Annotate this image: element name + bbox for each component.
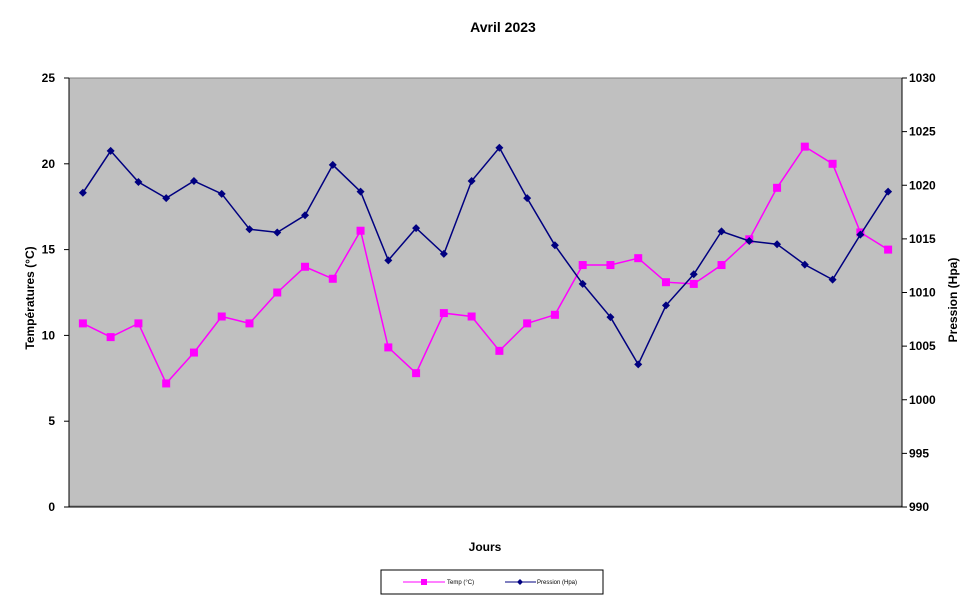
right-tick-label: 1025: [909, 125, 936, 139]
left-tick-label: 0: [48, 500, 55, 514]
temperature-point: [328, 274, 337, 283]
pressure-point: [495, 143, 504, 152]
right-tick-label: 995: [909, 446, 929, 460]
pressure-point: [828, 275, 837, 284]
pressure-point: [800, 260, 809, 269]
left-axis-ticks: 0 5 10 15 20 25: [42, 71, 69, 514]
pressure-point: [217, 189, 226, 198]
left-tick-label: 15: [42, 243, 56, 257]
legend-temp-marker: [421, 579, 427, 585]
right-tick-label: 1000: [909, 393, 936, 407]
temperature-point: [550, 310, 559, 319]
temperature-point: [78, 319, 87, 328]
temperature-series-line: [82, 145, 889, 385]
temperature-point: [106, 333, 115, 342]
temperature-point: [273, 288, 282, 297]
pressure-point: [745, 237, 754, 246]
legend-pressure-label: Pression (Hpa): [537, 580, 577, 586]
pressure-point: [717, 227, 726, 236]
legend: Temp (°C) Pression (Hpa): [380, 569, 604, 595]
pressure-point: [245, 225, 254, 234]
pressure-point: [689, 270, 698, 279]
plot-area: [68, 77, 903, 507]
pressure-point: [162, 194, 171, 203]
temperature-point: [162, 379, 171, 388]
temperature-point: [384, 343, 393, 352]
temperature-point: [439, 309, 448, 318]
pressure-point: [134, 178, 143, 187]
temperature-point: [356, 226, 365, 235]
legend-temp-label: Temp (°C): [447, 580, 474, 586]
temperature-point: [828, 159, 837, 168]
y-axis-right-label: Pression (Hpa): [946, 258, 960, 343]
pressure-point: [523, 194, 532, 203]
pressure-point: [467, 176, 476, 185]
temperature-point: [884, 245, 893, 254]
pressure-point: [189, 176, 198, 185]
left-tick-label: 25: [42, 71, 56, 85]
temperature-point: [495, 346, 504, 355]
temperature-point: [245, 319, 254, 328]
series-layer: [78, 142, 893, 388]
temperature-point: [217, 312, 226, 321]
pressure-point: [384, 256, 393, 265]
pressure-point: [856, 230, 865, 239]
right-tick-label: 1005: [909, 339, 936, 353]
chart-title: Avril 2023: [470, 19, 536, 35]
right-tick-label: 1015: [909, 232, 936, 246]
right-axis-ticks: 990 995 1000 1005 1010 1015 1020 1025 1030: [902, 71, 936, 514]
right-tick-label: 1030: [909, 71, 936, 85]
right-tick-label: 1020: [909, 178, 936, 192]
temperature-point: [301, 262, 310, 271]
left-tick-label: 20: [42, 157, 56, 171]
temperature-point: [634, 254, 643, 263]
temperature-point: [578, 261, 587, 270]
temperature-point: [467, 312, 476, 321]
pressure-point: [439, 249, 448, 258]
pressure-point: [884, 187, 893, 196]
temperature-point: [689, 279, 698, 288]
temperature-point: [606, 261, 615, 270]
pressure-point: [634, 360, 643, 369]
y-axis-left-label: Températures (°C): [23, 246, 37, 349]
pressure-point: [356, 187, 365, 196]
temperature-point: [412, 369, 421, 378]
temperature-point: [800, 142, 809, 151]
pressure-point: [412, 224, 421, 233]
temperature-point: [189, 348, 198, 357]
x-axis-label: Jours: [469, 540, 502, 554]
pressure-point: [550, 241, 559, 250]
pressure-point: [773, 240, 782, 249]
temperature-point: [773, 183, 782, 192]
pressure-point: [328, 160, 337, 169]
legend-pressure-marker: [517, 579, 523, 585]
temperature-point: [717, 261, 726, 270]
right-tick-label: 990: [909, 500, 929, 514]
left-tick-label: 5: [48, 414, 55, 428]
pressure-point: [301, 211, 310, 220]
temperature-point: [661, 278, 670, 287]
pressure-point: [606, 313, 615, 322]
pressure-point: [273, 228, 282, 237]
pressure-point: [78, 188, 87, 197]
temperature-point: [134, 319, 143, 328]
pressure-point: [661, 301, 670, 310]
pressure-point: [578, 279, 587, 288]
left-tick-label: 10: [42, 328, 56, 342]
right-tick-label: 1010: [909, 286, 936, 300]
pressure-series-line: [82, 146, 889, 367]
temperature-point: [523, 319, 532, 328]
pressure-point: [106, 146, 115, 155]
